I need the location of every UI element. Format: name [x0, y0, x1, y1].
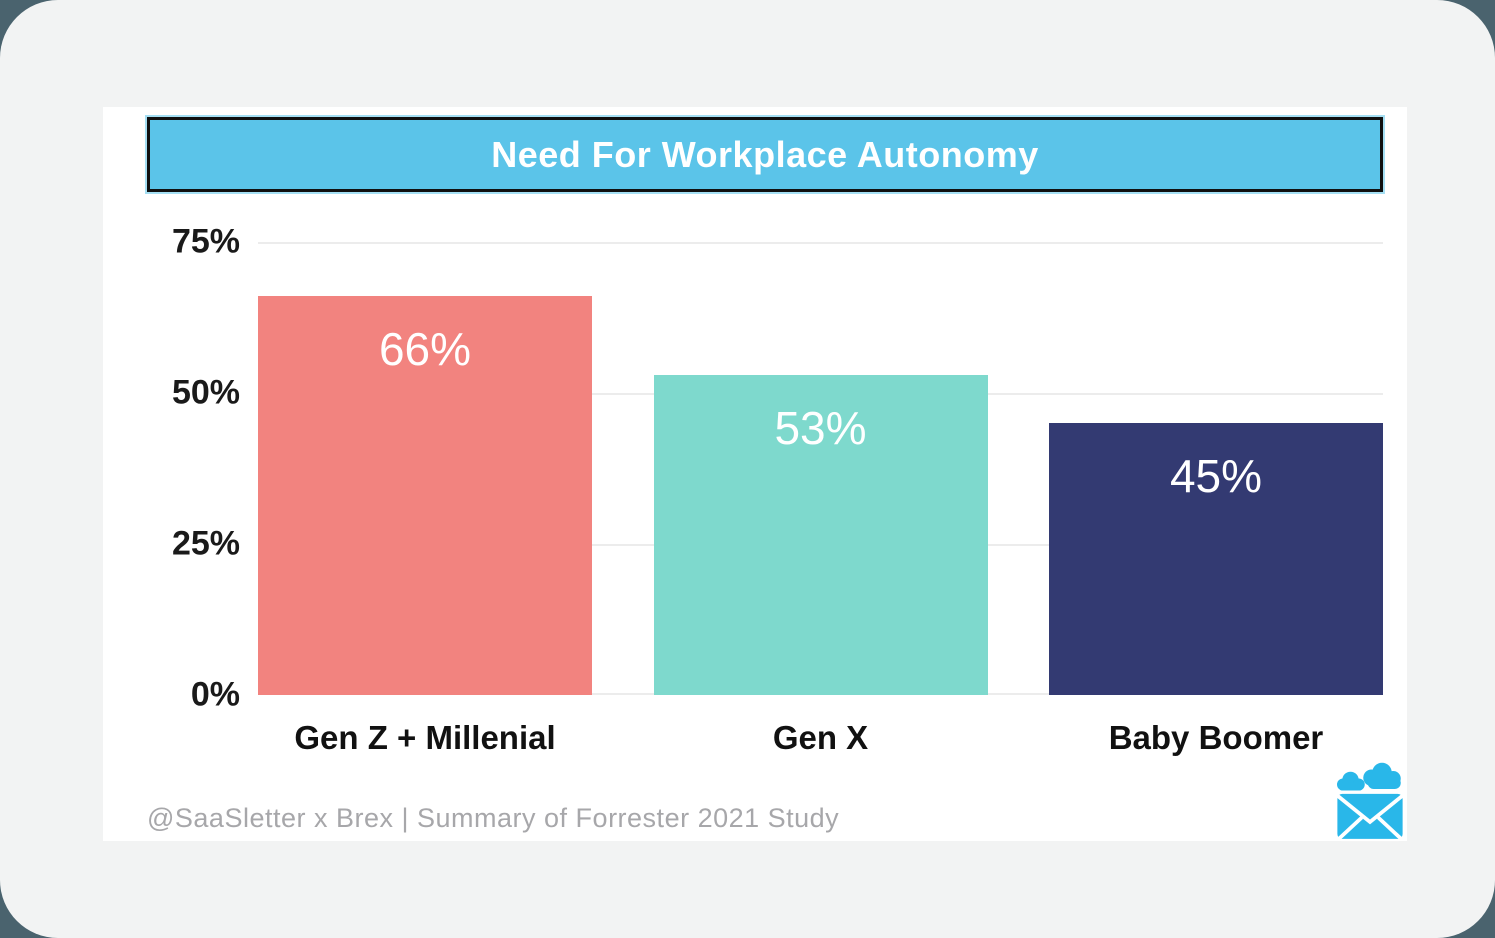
x-label-gen-x: Gen X — [772, 719, 869, 756]
x-label-gen-z-millenial: Gen Z + Millenial — [294, 719, 556, 756]
bar-gen-z-millenial: 66% — [258, 296, 592, 695]
chart-card: Need For Workplace Autonomy 75% 50% 25% … — [103, 107, 1408, 843]
y-tick-75: 75% — [171, 222, 240, 261]
x-label-baby-boomer: Baby Boomer — [1108, 719, 1324, 756]
y-tick-25: 25% — [171, 524, 240, 563]
chart-title-bar: Need For Workplace Autonomy — [147, 117, 1383, 192]
bar-baby-boomer: 45% — [1049, 423, 1383, 695]
y-tick-0: 0% — [190, 675, 240, 714]
cloud-envelope-icon — [1332, 759, 1408, 843]
chart-title: Need For Workplace Autonomy — [491, 133, 1039, 175]
bar-gen-x: 53% — [653, 374, 988, 695]
plot-area: 66% 53% 45% — [258, 242, 1383, 695]
gridline-75 — [258, 242, 1383, 244]
bar-value-label: 53% — [774, 401, 867, 454]
source-credit: @SaaSletter x Brex | Summary of Forreste… — [147, 803, 840, 833]
bar-value-label: 66% — [378, 323, 472, 376]
x-axis: Gen Z + Millenial Gen X Baby Boomer — [258, 719, 1383, 757]
y-tick-50: 50% — [171, 373, 240, 412]
bar-value-label: 45% — [1169, 450, 1263, 503]
bar-group: 66% 53% 45% — [258, 242, 1383, 695]
y-axis: 75% 50% 25% 0% — [103, 107, 240, 841]
